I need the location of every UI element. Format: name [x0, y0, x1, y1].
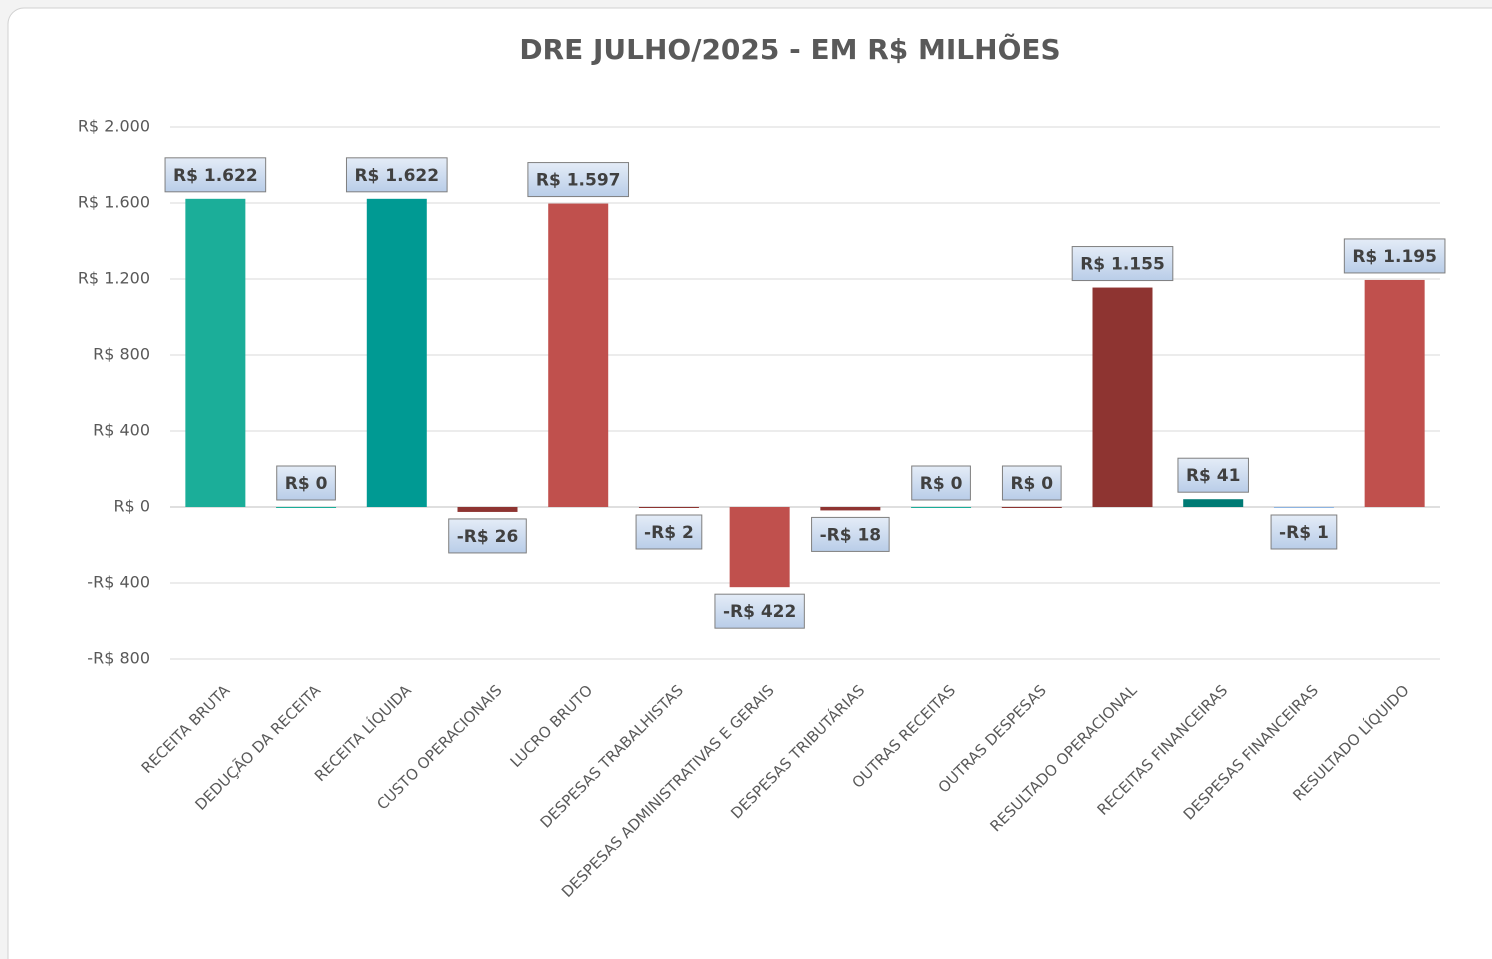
value-label: R$ 1.597: [536, 171, 621, 191]
bar: [729, 507, 790, 588]
bar: [1092, 287, 1153, 507]
value-label: -R$ 1: [1279, 523, 1329, 543]
y-tick-label: R$ 2.000: [78, 117, 150, 136]
y-tick-label: -R$ 800: [87, 649, 150, 668]
y-tick-label: R$ 400: [93, 421, 150, 440]
value-label: -R$ 18: [820, 525, 882, 545]
value-label: R$ 0: [285, 474, 328, 494]
bar: [457, 507, 518, 512]
bar: [820, 507, 881, 511]
bar: [548, 203, 609, 507]
chart-title: DRE JULHO/2025 - EM R$ MILHÕES: [519, 32, 1060, 66]
value-label: R$ 1.155: [1080, 255, 1165, 275]
y-tick-label: -R$ 400: [87, 573, 150, 592]
value-label-box: [527, 162, 630, 198]
value-label-box: [911, 465, 971, 501]
y-tick-label: R$ 1.200: [78, 269, 150, 288]
value-label-box: [164, 157, 267, 193]
value-label-box: [276, 465, 336, 501]
value-label-box: [1270, 514, 1338, 550]
value-label: -R$ 422: [723, 602, 796, 622]
value-label-box: [635, 514, 703, 550]
value-label-box: [714, 593, 805, 629]
value-label: R$ 0: [920, 474, 963, 494]
value-label: R$ 1.622: [354, 166, 439, 186]
value-label-box: [1343, 238, 1446, 274]
value-label-box: [1177, 457, 1249, 493]
value-label: -R$ 2: [644, 523, 694, 543]
value-label: R$ 1.195: [1352, 247, 1437, 267]
value-label-box: [345, 157, 448, 193]
value-label: R$ 1.622: [173, 166, 258, 186]
value-label-box: [1001, 465, 1062, 501]
y-tick-label: R$ 800: [93, 345, 150, 364]
y-tick-label: R$ 0: [113, 497, 150, 516]
value-label-box: [811, 516, 890, 552]
value-label: -R$ 26: [457, 527, 519, 547]
value-label-box: [1071, 246, 1174, 282]
bar: [1273, 507, 1334, 508]
value-label: R$ 0: [1010, 474, 1053, 494]
bar: [1183, 499, 1244, 507]
y-tick-label: R$ 1.600: [78, 193, 150, 212]
bar: [911, 507, 972, 508]
bar: [185, 198, 246, 507]
bar: [638, 507, 699, 508]
bar: [366, 198, 427, 507]
bar: [1001, 507, 1062, 508]
value-label-box: [448, 518, 527, 554]
bar: [276, 507, 337, 508]
value-label: R$ 41: [1186, 466, 1241, 486]
bar: [1364, 279, 1425, 507]
